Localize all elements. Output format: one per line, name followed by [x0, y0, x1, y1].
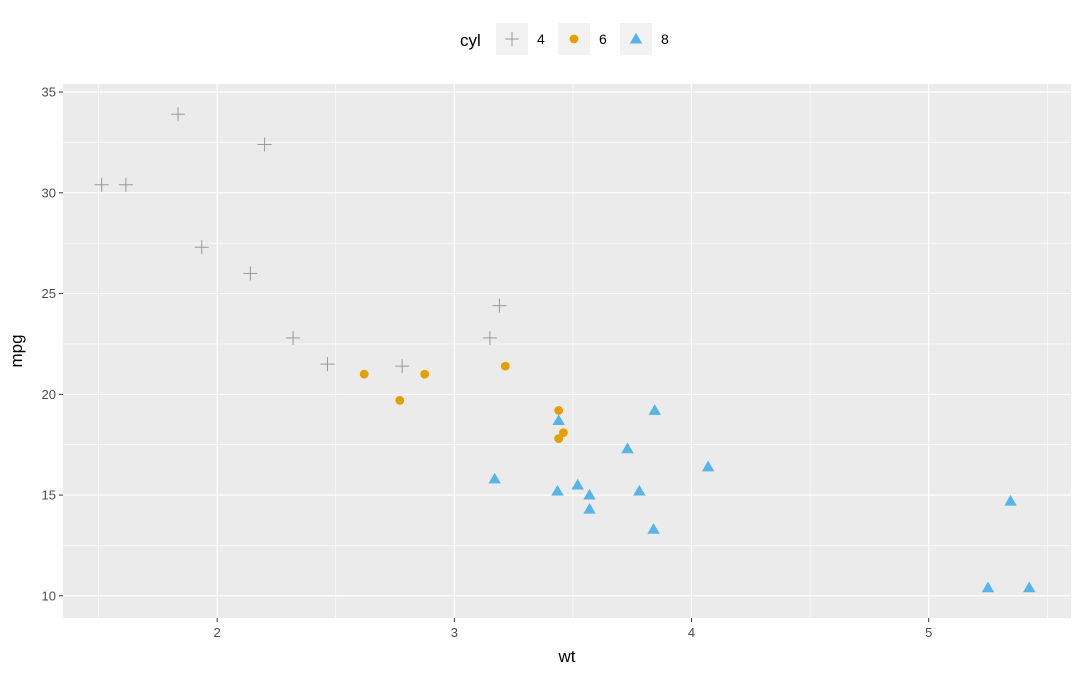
y-tick-label: 10 [42, 588, 56, 603]
point-cyl-4 [320, 357, 335, 372]
x-axis-title: wt [558, 647, 576, 666]
legend-label-8: 8 [661, 31, 669, 47]
point-cyl-4 [243, 266, 258, 281]
point-cyl-6 [420, 369, 430, 379]
point-cyl-4 [194, 240, 209, 255]
point-cyl-6 [359, 369, 369, 379]
point-cyl-4 [94, 177, 109, 192]
legend-marker-4 [505, 32, 519, 46]
x-tick-label: 3 [451, 625, 458, 640]
legend: cyl 4 6 8 [460, 23, 669, 55]
point-cyl-6 [554, 434, 564, 444]
point-cyl-4 [171, 107, 186, 122]
point-cyl-4 [257, 137, 272, 152]
point-cyl-8 [552, 414, 565, 425]
x-tick-label: 4 [688, 625, 695, 640]
legend-label-4: 4 [537, 31, 545, 47]
point-cyl-8 [583, 502, 596, 514]
y-axis-title: mpg [7, 334, 26, 367]
axes: 2 3 4 5 10 15 20 25 30 35 [42, 85, 933, 640]
legend-label-6: 6 [599, 31, 607, 47]
point-cyl-4 [118, 177, 133, 192]
point-cyl-4 [492, 298, 507, 313]
panel-background [63, 84, 1071, 618]
legend-marker-8 [629, 32, 643, 44]
point-cyl-4 [286, 330, 301, 345]
point-cyl-8 [1023, 581, 1036, 593]
x-tick-label: 2 [214, 625, 221, 640]
grid-lines [63, 84, 1071, 618]
point-cyl-6 [559, 428, 568, 438]
point-cyl-4 [395, 359, 410, 374]
point-cyl-8 [1004, 494, 1017, 506]
point-cyl-8 [551, 484, 564, 496]
point-cyl-8 [701, 460, 715, 472]
point-cyl-6 [554, 406, 564, 415]
legend-title: cyl [460, 31, 481, 50]
x-tick-label: 5 [925, 625, 932, 640]
point-cyl-8 [981, 581, 995, 593]
y-tick-label: 30 [42, 185, 56, 200]
data-points [94, 107, 1036, 593]
point-cyl-4 [482, 330, 497, 345]
point-cyl-8 [488, 472, 501, 484]
y-tick-label: 35 [42, 85, 56, 100]
point-cyl-8 [647, 523, 660, 534]
point-cyl-6 [395, 395, 405, 405]
y-tick-label: 20 [42, 387, 56, 402]
point-cyl-8 [583, 488, 596, 500]
point-cyl-8 [571, 478, 584, 490]
point-cyl-8 [633, 484, 646, 496]
legend-marker-6 [569, 34, 579, 44]
point-cyl-8 [648, 404, 661, 415]
point-cyl-8 [621, 442, 634, 454]
point-cyl-6 [500, 361, 510, 371]
y-tick-label: 15 [42, 488, 56, 503]
y-tick-label: 25 [42, 286, 56, 301]
